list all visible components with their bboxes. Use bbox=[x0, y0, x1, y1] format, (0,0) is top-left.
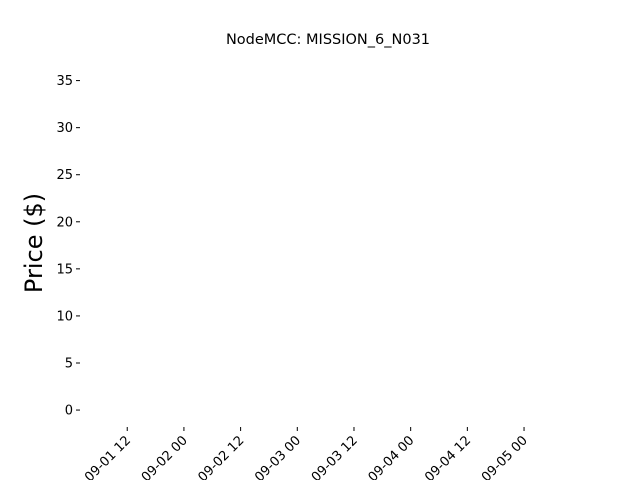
x-tick-label: 09-02 00 bbox=[139, 433, 191, 480]
y-tick-label: 15 bbox=[56, 262, 73, 277]
y-tick-label: 30 bbox=[56, 121, 73, 136]
y-tick-label: 5 bbox=[65, 356, 73, 371]
x-tick-label: 09-04 00 bbox=[366, 433, 418, 480]
x-tick-label: 09-03 00 bbox=[252, 433, 304, 480]
y-axis-label: Price ($) bbox=[20, 193, 48, 293]
chart-title: NodeMCC: MISSION_6_N031 bbox=[226, 32, 430, 48]
y-tick-label: 25 bbox=[56, 168, 73, 183]
x-tick-label: 09-05 00 bbox=[479, 433, 531, 480]
x-tick-label: 09-04 12 bbox=[422, 433, 474, 480]
x-tick-label: 09-03 12 bbox=[309, 433, 361, 480]
y-tick-label: 35 bbox=[56, 74, 73, 89]
y-tick-label: 20 bbox=[56, 215, 73, 230]
x-tick-label: 09-02 12 bbox=[195, 433, 247, 480]
y-tick-label: 10 bbox=[56, 309, 73, 324]
x-tick-label: 09-01 12 bbox=[82, 433, 134, 480]
y-tick-label: 0 bbox=[65, 404, 73, 419]
